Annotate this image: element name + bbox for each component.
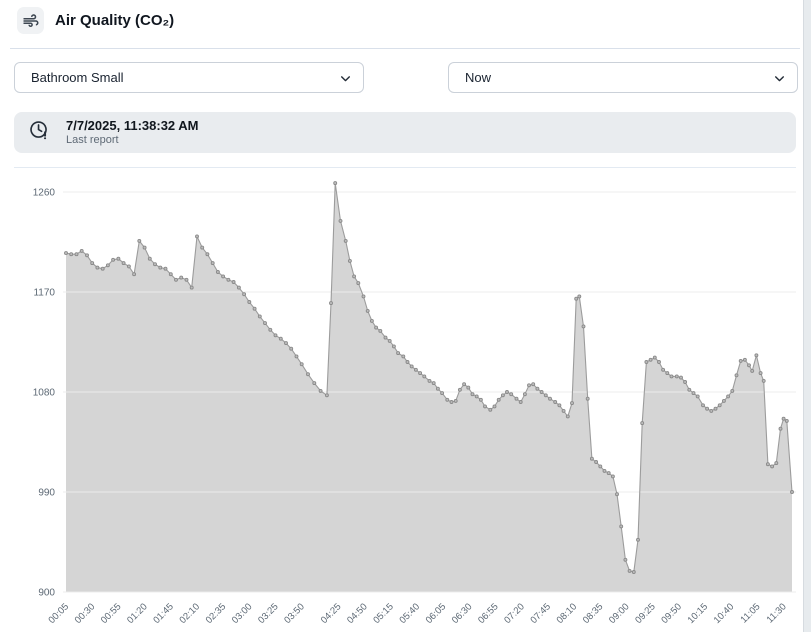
clock-alert-icon [28, 119, 50, 146]
svg-text:02:35: 02:35 [204, 601, 229, 626]
vertical-scrollbar[interactable] [803, 0, 811, 632]
chevron-down-icon [773, 72, 786, 88]
chart-top-border [14, 167, 796, 168]
svg-text:00:55: 00:55 [99, 601, 124, 626]
svg-text:10:15: 10:15 [686, 601, 711, 626]
svg-text:00:30: 00:30 [73, 601, 98, 626]
svg-text:09:25: 09:25 [633, 601, 658, 626]
svg-text:06:30: 06:30 [450, 601, 475, 626]
svg-text:04:25: 04:25 [319, 601, 344, 626]
room-select[interactable]: Bathroom Small [14, 62, 364, 93]
header-divider [10, 48, 800, 49]
svg-text:05:15: 05:15 [371, 601, 396, 626]
last-report-label: Last report [66, 134, 119, 146]
svg-text:05:40: 05:40 [397, 601, 422, 626]
svg-text:04:50: 04:50 [345, 601, 370, 626]
svg-text:06:55: 06:55 [476, 601, 501, 626]
svg-text:09:00: 09:00 [607, 601, 632, 626]
app-header: Air Quality (CO₂) [17, 7, 174, 34]
last-report-banner: 7/7/2025, 11:38:32 AM Last report [14, 112, 796, 153]
svg-text:10:40: 10:40 [712, 601, 737, 626]
svg-text:900: 900 [38, 588, 55, 599]
svg-text:06:05: 06:05 [424, 601, 449, 626]
chevron-down-icon [339, 72, 352, 88]
page-title: Air Quality (CO₂) [55, 12, 175, 29]
svg-text:07:20: 07:20 [502, 601, 527, 626]
svg-text:07:45: 07:45 [528, 601, 553, 626]
room-select-value: Bathroom Small [31, 70, 124, 85]
svg-text:1170: 1170 [33, 288, 55, 299]
svg-text:03:25: 03:25 [256, 601, 281, 626]
svg-text:01:45: 01:45 [151, 601, 176, 626]
svg-text:1080: 1080 [33, 388, 56, 399]
svg-text:03:50: 03:50 [282, 601, 307, 626]
last-report-timestamp: 7/7/2025, 11:38:32 AM [66, 118, 199, 133]
svg-text:11:05: 11:05 [738, 601, 762, 625]
svg-text:01:20: 01:20 [125, 601, 150, 626]
svg-text:03:00: 03:00 [230, 601, 255, 626]
svg-text:08:10: 08:10 [555, 601, 580, 626]
svg-text:00:05: 00:05 [47, 601, 72, 626]
svg-text:1260: 1260 [33, 188, 56, 199]
svg-text:11:30: 11:30 [765, 601, 789, 625]
time-range-select-value: Now [465, 70, 492, 85]
air-icon [17, 7, 44, 34]
svg-text:990: 990 [38, 488, 55, 499]
svg-text:09:50: 09:50 [659, 601, 684, 626]
svg-text:02:10: 02:10 [177, 601, 202, 626]
time-range-select[interactable]: Now [448, 62, 798, 93]
co2-area-chart: 900 990 1080 1170 1260 00:05 00:30 00:55 01:20 01… [33, 181, 796, 626]
svg-text:08:35: 08:35 [581, 601, 606, 626]
